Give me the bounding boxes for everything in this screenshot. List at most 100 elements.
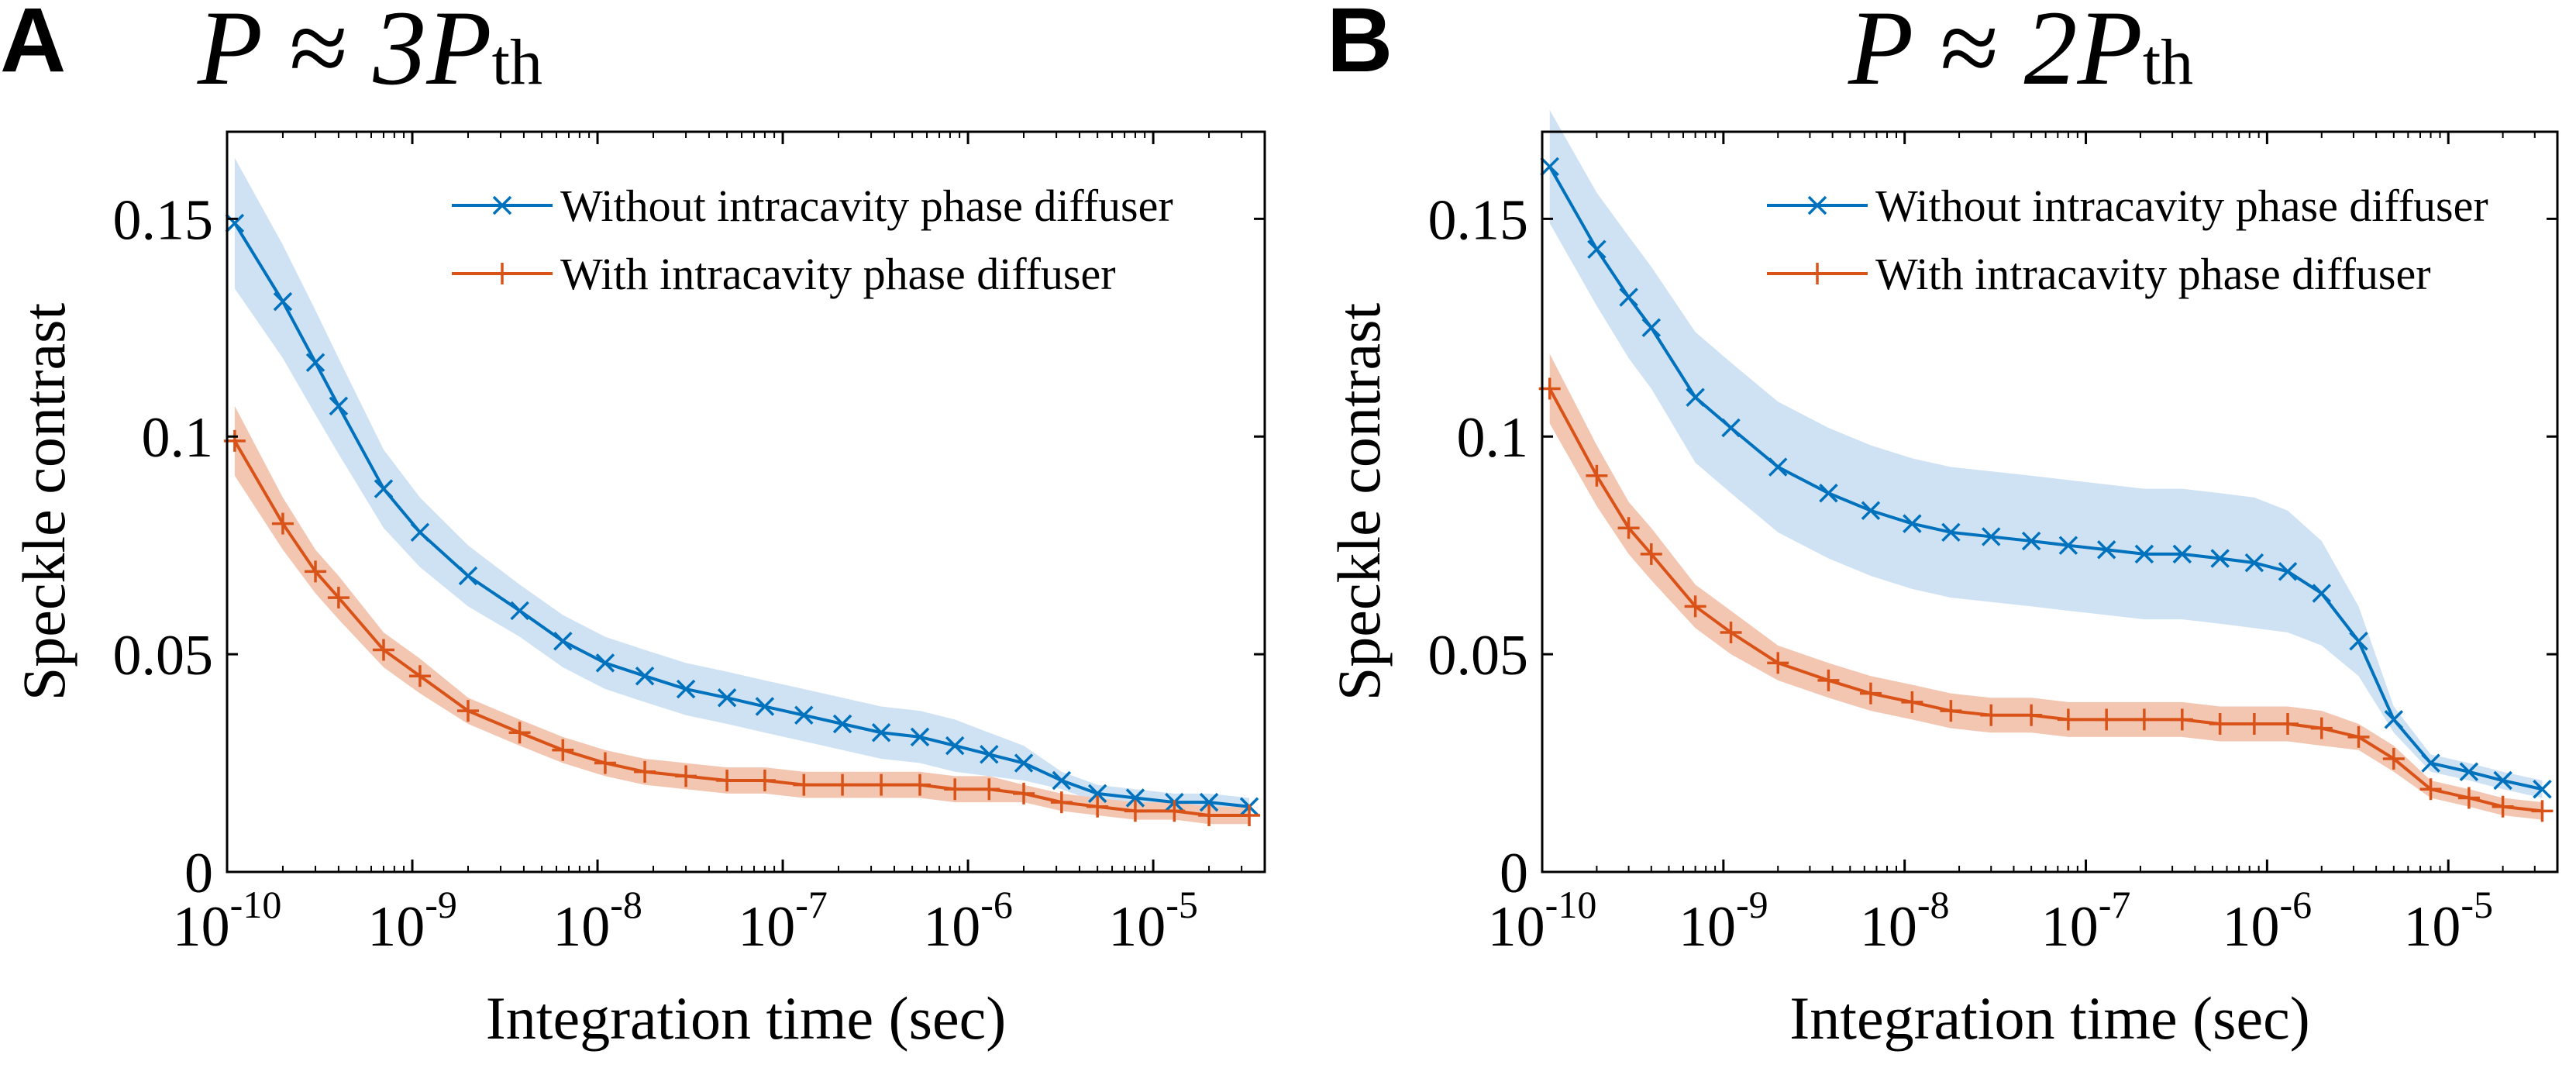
x-axis-label: Integration time (sec) <box>1789 984 2309 1052</box>
legend: Without intracavity phase diffuser With … <box>1767 181 2488 299</box>
data-point <box>793 774 815 796</box>
x-tick-label: 10-5 <box>2403 883 2493 959</box>
band-with <box>1549 353 2543 820</box>
data-point <box>1087 795 1109 818</box>
data-point <box>1124 800 1146 822</box>
data-point <box>271 512 294 535</box>
data-point <box>1903 514 1922 533</box>
panel-a: A P ≈ 3Pth 0 0.05 0.1 0.15 10-10 10-9 10-8 10-7… <box>0 0 1266 1052</box>
band-without <box>234 157 1250 815</box>
data-point <box>2096 708 2118 731</box>
data-point <box>909 774 932 796</box>
confidence-bands <box>1549 109 2543 820</box>
data-point <box>553 632 573 651</box>
data-point <box>329 396 349 416</box>
data-point <box>2058 536 2078 555</box>
title-subscript: th <box>492 26 542 98</box>
data-point <box>717 688 737 708</box>
legend-label-without: Without intracavity phase diffuser <box>1875 181 2488 231</box>
data-point <box>2210 549 2230 568</box>
data-point <box>2493 770 2512 791</box>
panel-title: P ≈ 3Pth <box>197 0 542 107</box>
data-point <box>675 765 697 787</box>
data-point <box>2244 553 2264 573</box>
data-point <box>794 705 814 725</box>
data-point <box>2419 778 2442 801</box>
data-point <box>510 601 529 621</box>
title-main: P ≈ 3P <box>197 0 492 107</box>
axes-box <box>226 130 1266 873</box>
data-point <box>944 778 966 801</box>
legend-marker-plus <box>491 263 513 284</box>
data-point <box>1163 800 1186 822</box>
panel-title: P ≈ 2Pth <box>1848 0 2193 107</box>
data-point <box>1587 239 1607 259</box>
axis-ticks: 0 0.05 0.1 0.15 10-10 10-9 10-8 10-7 10-6 10-5 <box>113 132 1266 959</box>
data-point <box>508 722 531 744</box>
data-point <box>978 778 1000 801</box>
legend-marker <box>1807 195 1827 215</box>
data-point <box>2349 632 2368 651</box>
data-point <box>2531 800 2554 822</box>
data-point <box>1940 700 1962 722</box>
title-subscript: th <box>2143 26 2193 98</box>
data-point <box>1586 464 1608 487</box>
legend-label-with: With intracavity phase diffuser <box>1875 249 2431 299</box>
data-point <box>456 700 479 722</box>
legend-label-with: With intracavity phase diffuser <box>560 249 1116 299</box>
data-point <box>595 653 615 673</box>
y-tick-label: 0.15 <box>113 188 214 252</box>
data-point <box>910 727 930 747</box>
data-point <box>1014 753 1034 773</box>
data-point <box>2209 713 2231 735</box>
data-point <box>2057 708 2079 731</box>
y-axis-label: Speckle contrast <box>10 303 77 701</box>
x-tick-label: 10-10 <box>173 883 282 959</box>
data-point <box>458 566 478 586</box>
data-point <box>1540 157 1559 177</box>
data-point <box>832 774 854 796</box>
data-point <box>832 714 852 734</box>
data-point <box>1641 318 1662 338</box>
data-point <box>1859 682 1882 705</box>
x-tick-label: 10-7 <box>2041 883 2131 959</box>
y-tick-label: 0.05 <box>113 624 214 687</box>
data-point <box>2096 540 2116 560</box>
data-point <box>2310 717 2333 739</box>
data-point <box>635 666 655 686</box>
panel-letter: A <box>0 0 66 91</box>
data-point <box>755 697 775 716</box>
data-point <box>945 736 965 756</box>
data-point <box>1768 457 1788 477</box>
data-point <box>1767 652 1789 674</box>
data-point <box>1941 522 1961 543</box>
data-point <box>716 770 739 792</box>
x-tick-label: 10-6 <box>923 883 1013 959</box>
y-tick-label: 0.1 <box>142 406 214 470</box>
data-point <box>408 665 431 687</box>
data-point <box>871 722 891 743</box>
legend-marker <box>1806 263 1828 284</box>
data-point <box>2492 795 2514 818</box>
data-point <box>1619 288 1638 307</box>
data-point <box>1684 595 1706 618</box>
legend-label-without: Without intracavity phase diffuser <box>560 181 1173 231</box>
data-point <box>2277 713 2299 735</box>
legend-marker-plus <box>1806 263 1828 284</box>
x-axis-label: Integration time (sec) <box>486 984 1006 1052</box>
y-tick-label: 0.05 <box>1428 624 1529 687</box>
data-point <box>676 679 696 699</box>
data-point <box>2133 708 2155 731</box>
legend-marker-x <box>492 195 512 215</box>
x-tick-label: 10-9 <box>367 883 457 959</box>
data-point <box>2347 725 2370 748</box>
data-point <box>2021 531 2041 551</box>
data-point <box>327 587 350 609</box>
data-point <box>1125 788 1145 808</box>
title-main: P ≈ 2P <box>1848 0 2143 107</box>
legend-marker-x <box>1807 195 1827 215</box>
x-tick-label: 10-8 <box>553 883 642 959</box>
x-tick-label: 10-6 <box>2223 883 2313 959</box>
data-point <box>2382 747 2405 770</box>
axes-box <box>1541 130 2559 873</box>
